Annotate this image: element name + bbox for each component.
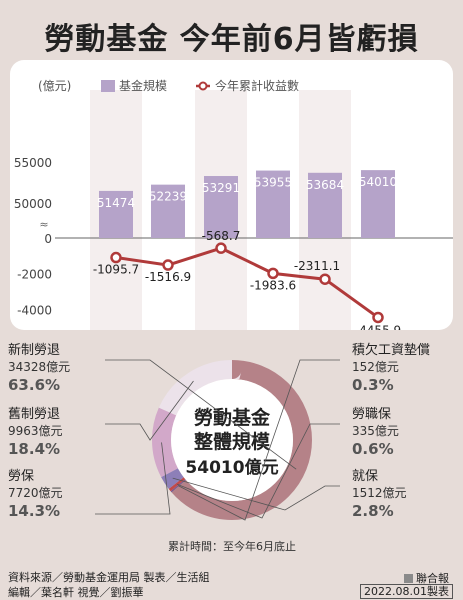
line-point (372, 311, 384, 324)
slice-amount-label: 335億元 (352, 424, 399, 438)
leader-line (172, 477, 340, 511)
y-tick-label: 55000 (14, 156, 52, 170)
footer-credits: 編輯／葉名軒 視覺／劉振華 (8, 586, 144, 599)
bar (361, 170, 395, 238)
legend-label-bar: 基金規模 (119, 78, 167, 93)
center-total-value: 54010億元 (185, 457, 278, 478)
slice-amount-label: 34328億元 (8, 360, 70, 374)
legend-swatch-marker (198, 81, 208, 91)
donut-hole (171, 379, 293, 501)
slice-name-label: 勞職保 (352, 407, 391, 422)
bar (151, 184, 185, 238)
line-value-label: -1983.6 (250, 278, 296, 292)
slice-percent-label: 14.3% (8, 502, 60, 520)
bar-line-chart: (億元)基金規模今年累計收益數55000500000-2000-4000-600… (14, 78, 453, 330)
leader-line (178, 359, 340, 521)
bar-value-label: 53291 (202, 181, 240, 195)
page-title: 勞動基金 今年前6月皆虧損 (44, 22, 419, 57)
bar-value-label: 53955 (254, 176, 292, 190)
y-tick-label: 0 (44, 232, 52, 246)
line-point (319, 273, 331, 285)
slice-percent-label: 0.3% (352, 376, 394, 394)
leader-line (105, 380, 194, 441)
bar (204, 176, 238, 238)
unit-label: (億元) (38, 79, 71, 93)
leader-line (176, 423, 340, 519)
y-tick-label: 50000 (14, 197, 52, 211)
bar (256, 170, 290, 238)
slice-percent-label: 2.8% (352, 502, 394, 520)
legend-swatch-bar (101, 80, 115, 92)
y-tick-label: -2000 (17, 268, 52, 282)
made-date: 2022.08.01製表 (360, 584, 453, 599)
line-value-label: -1516.9 (145, 270, 191, 284)
brand-square-icon (404, 574, 413, 583)
slice-percent-label: 0.6% (352, 440, 394, 458)
line-point (162, 259, 174, 271)
leader-line (95, 442, 171, 515)
bar-value-label: 52239 (149, 190, 187, 204)
line-value-label: -4455.9 (355, 323, 401, 330)
slice-name-label: 勞保 (8, 469, 34, 484)
series-line (115, 246, 379, 319)
bar (308, 172, 342, 238)
time-note: 累計時間：至今年6月底止 (168, 539, 296, 553)
line-value-label: -2311.1 (294, 259, 340, 273)
line-point (267, 267, 279, 280)
bar (99, 190, 133, 238)
line-point (215, 242, 227, 254)
bar-value-label: 53684 (306, 178, 344, 192)
bar-value-label: 51474 (97, 196, 135, 210)
legend-label-line: 今年累計收益數 (215, 78, 299, 93)
axis-break-icon: ≈ (39, 218, 48, 231)
slice-name-label: 新制勞退 (8, 342, 60, 358)
leader-line (105, 359, 297, 470)
slice-amount-label: 152億元 (352, 360, 399, 374)
slice-name-label: 積欠工資墊償 (352, 342, 430, 358)
bar-value-label: 54010 (359, 175, 397, 189)
line-value-label: -1095.7 (93, 263, 139, 277)
brand-label: 聯合報 (404, 570, 449, 586)
donut-slice (152, 360, 312, 520)
donut-chart: 勞動基金整體規模54010億元新制勞退34328億元63.6%積欠工資墊償152… (8, 342, 430, 553)
footer-source: 資料來源／勞動基金運用局 製表／生活組 (8, 571, 210, 584)
line-point (110, 251, 122, 264)
slice-name-label: 就保 (352, 469, 378, 484)
donut-slice (152, 360, 312, 520)
slice-percent-label: 18.4% (8, 440, 60, 458)
center-title-line1: 勞動基金 (194, 406, 271, 429)
slice-amount-label: 1512億元 (352, 486, 407, 500)
slice-percent-label: 63.6% (8, 376, 60, 394)
slice-amount-label: 7720億元 (8, 486, 63, 500)
slice-name-label: 舊制勞退 (8, 407, 60, 422)
y-tick-label: -4000 (17, 303, 52, 317)
slice-amount-label: 9963億元 (8, 424, 63, 438)
line-value-label: -568.7 (202, 229, 241, 243)
brand-name: 聯合報 (416, 572, 449, 585)
